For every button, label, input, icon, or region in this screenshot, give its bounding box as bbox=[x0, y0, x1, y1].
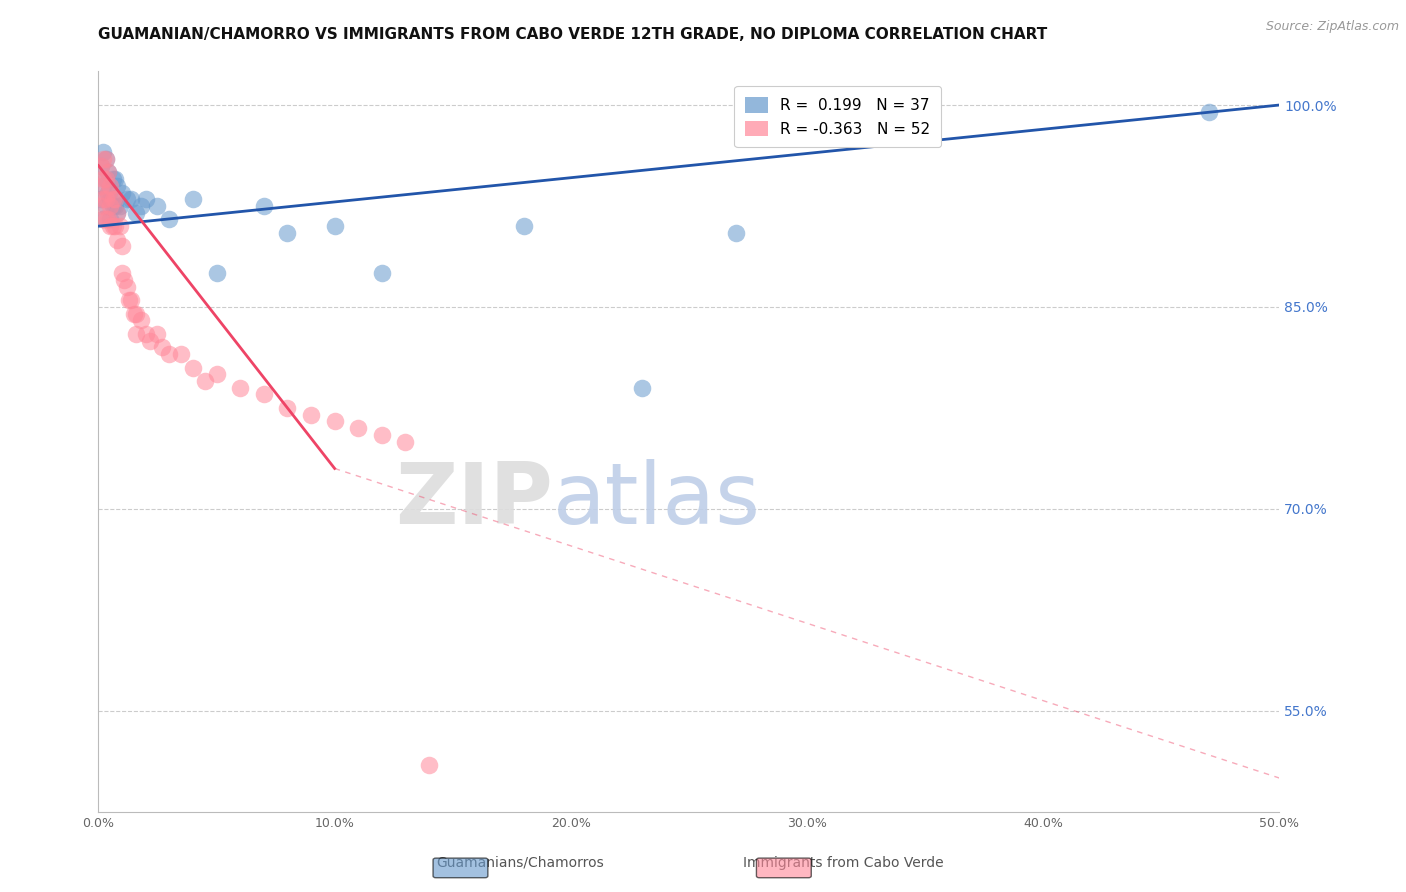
Point bbox=[101, 172, 124, 186]
Point bbox=[125, 205, 148, 219]
Point bbox=[115, 192, 138, 206]
Point bbox=[91, 212, 114, 227]
Point bbox=[371, 266, 394, 280]
Point bbox=[98, 212, 121, 227]
Point bbox=[98, 219, 121, 234]
Point bbox=[115, 279, 138, 293]
Point bbox=[90, 159, 112, 173]
Point bbox=[94, 172, 117, 186]
Point bbox=[90, 178, 112, 193]
Point bbox=[97, 186, 120, 200]
Point bbox=[104, 219, 127, 234]
Point bbox=[90, 159, 112, 173]
Point bbox=[122, 307, 145, 321]
Point bbox=[104, 199, 127, 213]
Point bbox=[276, 226, 298, 240]
Text: Immigrants from Cabo Verde: Immigrants from Cabo Verde bbox=[744, 855, 943, 870]
Point bbox=[90, 199, 112, 213]
Point bbox=[394, 434, 416, 449]
Point bbox=[170, 347, 193, 361]
Text: Guamanians/Chamorros: Guamanians/Chamorros bbox=[436, 855, 605, 870]
Point bbox=[150, 340, 173, 354]
Point bbox=[91, 172, 114, 186]
Point bbox=[512, 219, 534, 234]
Point bbox=[125, 326, 148, 341]
Point bbox=[135, 326, 157, 341]
Point bbox=[118, 293, 141, 308]
Point bbox=[94, 212, 117, 227]
Point bbox=[98, 199, 121, 213]
Point bbox=[129, 199, 152, 213]
Point bbox=[94, 199, 117, 213]
Point bbox=[276, 401, 298, 415]
Point bbox=[108, 199, 131, 213]
Point bbox=[94, 172, 117, 186]
Point bbox=[299, 408, 322, 422]
Point bbox=[104, 172, 127, 186]
Point bbox=[181, 192, 204, 206]
Point bbox=[97, 186, 120, 200]
Point bbox=[205, 266, 228, 280]
Point bbox=[725, 226, 748, 240]
Text: GUAMANIAN/CHAMORRO VS IMMIGRANTS FROM CABO VERDE 12TH GRADE, NO DIPLOMA CORRELAT: GUAMANIAN/CHAMORRO VS IMMIGRANTS FROM CA… bbox=[98, 27, 1047, 42]
Point bbox=[97, 165, 120, 179]
Point bbox=[97, 165, 120, 179]
Point bbox=[347, 421, 370, 435]
Point bbox=[146, 199, 169, 213]
Point bbox=[101, 199, 124, 213]
Point bbox=[94, 152, 117, 166]
Point bbox=[94, 192, 117, 206]
Point bbox=[253, 199, 276, 213]
Point bbox=[323, 414, 346, 428]
Point bbox=[121, 192, 143, 206]
Point bbox=[91, 145, 114, 160]
Point bbox=[157, 347, 180, 361]
Point bbox=[101, 219, 124, 234]
Point bbox=[112, 273, 135, 287]
Point bbox=[108, 219, 131, 234]
Text: Source: ZipAtlas.com: Source: ZipAtlas.com bbox=[1265, 20, 1399, 33]
Point bbox=[90, 192, 112, 206]
Point bbox=[105, 205, 128, 219]
Point bbox=[418, 757, 440, 772]
Point bbox=[101, 192, 124, 206]
Point bbox=[91, 212, 114, 227]
Point bbox=[111, 186, 134, 200]
Point bbox=[97, 212, 120, 227]
Point bbox=[105, 178, 128, 193]
Point bbox=[229, 381, 252, 395]
Point bbox=[146, 326, 169, 341]
Point bbox=[139, 334, 162, 348]
Point bbox=[91, 178, 114, 193]
Point bbox=[194, 374, 217, 388]
Legend: R =  0.199   N = 37, R = -0.363   N = 52: R = 0.199 N = 37, R = -0.363 N = 52 bbox=[734, 87, 941, 147]
Point bbox=[253, 387, 276, 401]
Text: ZIP: ZIP bbox=[395, 459, 553, 542]
Point bbox=[91, 192, 114, 206]
Point bbox=[371, 427, 394, 442]
Point bbox=[125, 307, 148, 321]
Point bbox=[111, 239, 134, 253]
Point bbox=[104, 192, 127, 206]
Point bbox=[157, 212, 180, 227]
Point bbox=[181, 360, 204, 375]
Point bbox=[94, 152, 117, 166]
Point bbox=[630, 381, 652, 395]
Point bbox=[1198, 104, 1220, 119]
Point bbox=[323, 219, 346, 234]
Point bbox=[105, 233, 128, 247]
Text: atlas: atlas bbox=[553, 459, 761, 542]
Point bbox=[129, 313, 152, 327]
Point bbox=[105, 205, 128, 219]
Point bbox=[205, 368, 228, 382]
Point bbox=[98, 178, 121, 193]
Point bbox=[98, 192, 121, 206]
Point bbox=[121, 293, 143, 308]
Point bbox=[135, 192, 157, 206]
Point bbox=[111, 266, 134, 280]
Point bbox=[91, 152, 114, 166]
